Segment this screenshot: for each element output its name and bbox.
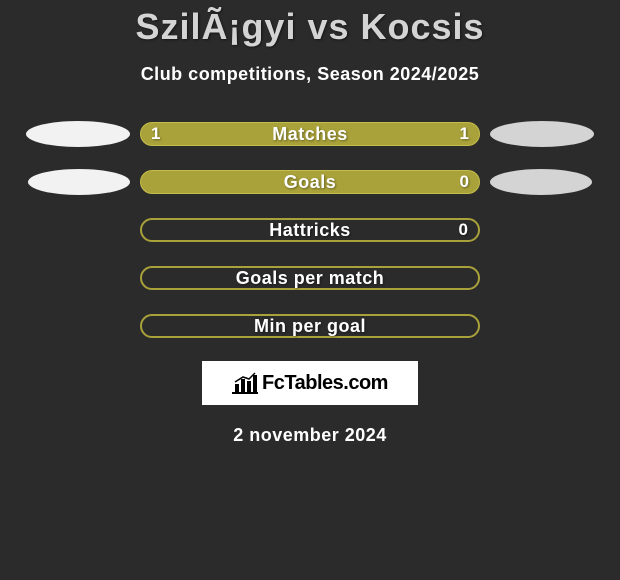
stat-bar: Goals 0 bbox=[140, 170, 480, 194]
stat-right-value: 1 bbox=[460, 124, 469, 144]
left-ellipse bbox=[28, 169, 130, 195]
right-ellipse-wrap bbox=[490, 169, 610, 195]
stat-right-value: 0 bbox=[459, 220, 468, 240]
stat-label: Hattricks bbox=[269, 220, 351, 241]
right-ellipse-wrap bbox=[490, 313, 610, 339]
right-ellipse-wrap bbox=[490, 265, 610, 291]
stat-label: Matches bbox=[272, 124, 348, 145]
stat-bar: Goals per match bbox=[140, 266, 480, 290]
left-ellipse-wrap bbox=[10, 121, 130, 147]
stat-row: Min per goal bbox=[0, 313, 620, 339]
stat-right-value: 0 bbox=[460, 172, 469, 192]
left-ellipse-wrap bbox=[10, 169, 130, 195]
stat-row: 1 Matches 1 bbox=[0, 121, 620, 147]
stat-bar: Hattricks 0 bbox=[140, 218, 480, 242]
logo: FcTables.com bbox=[232, 372, 388, 395]
right-ellipse-wrap bbox=[490, 217, 610, 243]
stat-label: Goals bbox=[284, 172, 337, 193]
stat-bar: Min per goal bbox=[140, 314, 480, 338]
comparison-widget: SzilÃ¡gyi vs Kocsis Club competitions, S… bbox=[0, 0, 620, 446]
left-ellipse bbox=[26, 121, 130, 147]
left-ellipse-wrap bbox=[10, 313, 130, 339]
date-text: 2 november 2024 bbox=[0, 425, 620, 446]
right-ellipse bbox=[490, 121, 594, 147]
stats-block: 1 Matches 1 Goals 0 Hattricks 0 Goals per match… bbox=[0, 121, 620, 339]
left-ellipse-wrap bbox=[10, 217, 130, 243]
stat-left-value: 1 bbox=[151, 124, 160, 144]
right-ellipse bbox=[490, 169, 592, 195]
logo-box[interactable]: FcTables.com bbox=[202, 361, 418, 405]
page-title: SzilÃ¡gyi vs Kocsis bbox=[0, 0, 620, 48]
right-ellipse-wrap bbox=[490, 121, 610, 147]
stat-label: Min per goal bbox=[254, 316, 366, 337]
chart-icon bbox=[232, 372, 258, 394]
stat-row: Hattricks 0 bbox=[0, 217, 620, 243]
left-ellipse-wrap bbox=[10, 265, 130, 291]
stat-row: Goals per match bbox=[0, 265, 620, 291]
stat-row: Goals 0 bbox=[0, 169, 620, 195]
logo-text: FcTables.com bbox=[262, 372, 388, 395]
subtitle: Club competitions, Season 2024/2025 bbox=[0, 64, 620, 85]
stat-bar: 1 Matches 1 bbox=[140, 122, 480, 146]
stat-label: Goals per match bbox=[236, 268, 385, 289]
